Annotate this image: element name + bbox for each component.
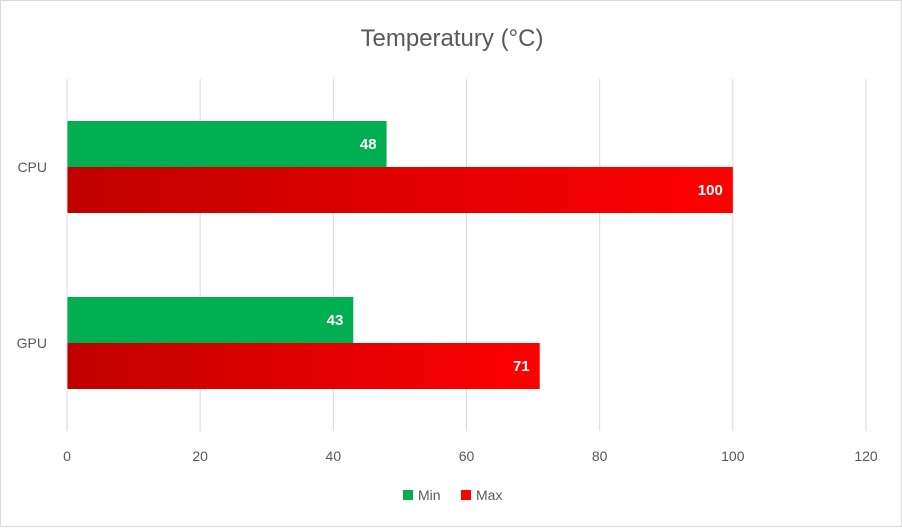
bar-max-gpu xyxy=(67,343,540,389)
legend-swatch-max xyxy=(461,490,471,500)
legend-swatch-min xyxy=(403,490,413,500)
label-layer: 48 100 43 71 xyxy=(327,136,723,375)
data-label-min-gpu: 43 xyxy=(327,312,344,329)
x-tick-label: 20 xyxy=(192,448,208,464)
axis-layer: 0 20 40 60 80 100 120 CPU GPU xyxy=(17,79,878,464)
x-tick-label: 40 xyxy=(326,448,342,464)
legend: Min Max xyxy=(403,487,502,503)
legend-label-min: Min xyxy=(418,487,441,503)
chart-title: Temperatury (°C) xyxy=(361,25,544,52)
data-label-max-gpu: 71 xyxy=(513,358,530,375)
data-label-min-cpu: 48 xyxy=(360,136,377,153)
x-tick-label: 0 xyxy=(63,448,71,464)
category-label-cpu: CPU xyxy=(17,159,47,175)
legend-label-max: Max xyxy=(476,487,502,503)
x-tick-label: 60 xyxy=(459,448,475,464)
bar-max-cpu xyxy=(67,167,733,213)
data-label-max-cpu: 100 xyxy=(698,182,723,199)
bar-min-cpu xyxy=(67,121,387,167)
bar-min-gpu xyxy=(67,297,354,343)
x-tick-label: 100 xyxy=(721,448,745,464)
bar-layer xyxy=(67,121,733,389)
category-label-gpu: GPU xyxy=(17,335,47,351)
x-tick-label: 80 xyxy=(592,448,608,464)
x-tick-label: 120 xyxy=(854,448,878,464)
